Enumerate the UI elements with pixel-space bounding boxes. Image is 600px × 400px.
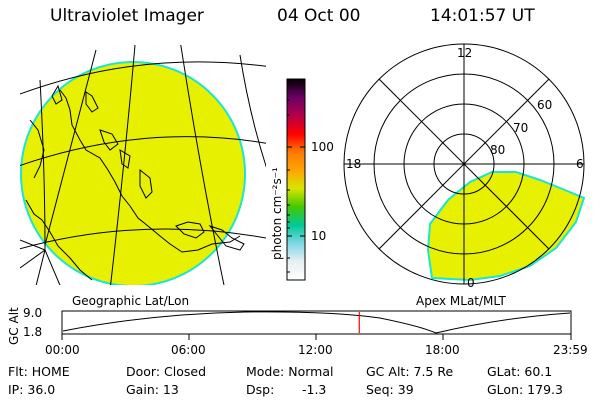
- colorbar-ticks: [287, 99, 305, 273]
- colorbar-tick-10: 10: [311, 229, 327, 243]
- status-dsp-label: Dsp:: [246, 382, 275, 397]
- coastline-shapes: [25, 84, 245, 281]
- status-gc-alt: GC Alt: 7.5 Re: [366, 364, 454, 379]
- mlt-label-6: 6: [576, 157, 584, 171]
- timeline-y-max: 9.0: [23, 306, 43, 320]
- geo-grid-lines: [20, 45, 266, 285]
- timeline-x-0600: 06:00: [171, 343, 206, 357]
- status-glat: GLat: 60.1: [487, 364, 553, 379]
- status-ip: IP: 36.0: [8, 382, 56, 397]
- polar-spokes: [344, 44, 584, 284]
- timeline-x-1200: 12:00: [298, 343, 333, 357]
- mlat-label-60: 60: [537, 98, 553, 112]
- timeline-x-0000: 00:00: [45, 343, 80, 357]
- geo-fill-disk: [20, 61, 246, 285]
- status-seq: Seq: 39: [366, 382, 414, 397]
- timeline-x-2359: 23:59: [553, 343, 588, 357]
- colorbar-tick-100: 100: [311, 140, 334, 154]
- status-door: Door: Closed: [126, 364, 207, 379]
- polar-map: [343, 43, 586, 285]
- polar-fill-region: [426, 171, 586, 282]
- status-flight: Flt: HOME: [8, 364, 70, 379]
- timeline-y-min: 1.8: [23, 325, 43, 339]
- timeline-axis-title: GC Alt: [7, 307, 21, 345]
- geographic-map: [20, 45, 266, 285]
- mlat-label-70: 70: [513, 121, 529, 135]
- mlat-label-80: 80: [490, 143, 506, 157]
- mlt-label-0: 0: [467, 276, 475, 290]
- colorbar: [286, 78, 306, 281]
- mlt-label-12: 12: [457, 46, 473, 60]
- status-glon: GLon: 179.3: [487, 382, 563, 397]
- altitude-curve: [62, 311, 571, 334]
- apex-caption: Apex MLat/MLT: [416, 294, 506, 308]
- timeline-ticks: [61, 334, 572, 340]
- instrument-title: Ultraviolet Imager: [50, 6, 204, 26]
- colorbar-unit-label: photon cm⁻²s⁻¹: [270, 167, 284, 260]
- geo-caption: Geographic Lat/Lon: [72, 294, 190, 308]
- status-gain: Gain: 13: [126, 382, 179, 397]
- status-mode: Mode: Normal: [246, 364, 334, 379]
- timeline-x-1800: 18:00: [425, 343, 460, 357]
- status-dsp-value: -1.3: [302, 382, 327, 397]
- time-label: 14:01:57 UT: [430, 6, 535, 26]
- mlt-label-18: 18: [346, 157, 362, 171]
- altitude-timeline: [61, 310, 572, 340]
- date-label: 04 Oct 00: [277, 6, 361, 26]
